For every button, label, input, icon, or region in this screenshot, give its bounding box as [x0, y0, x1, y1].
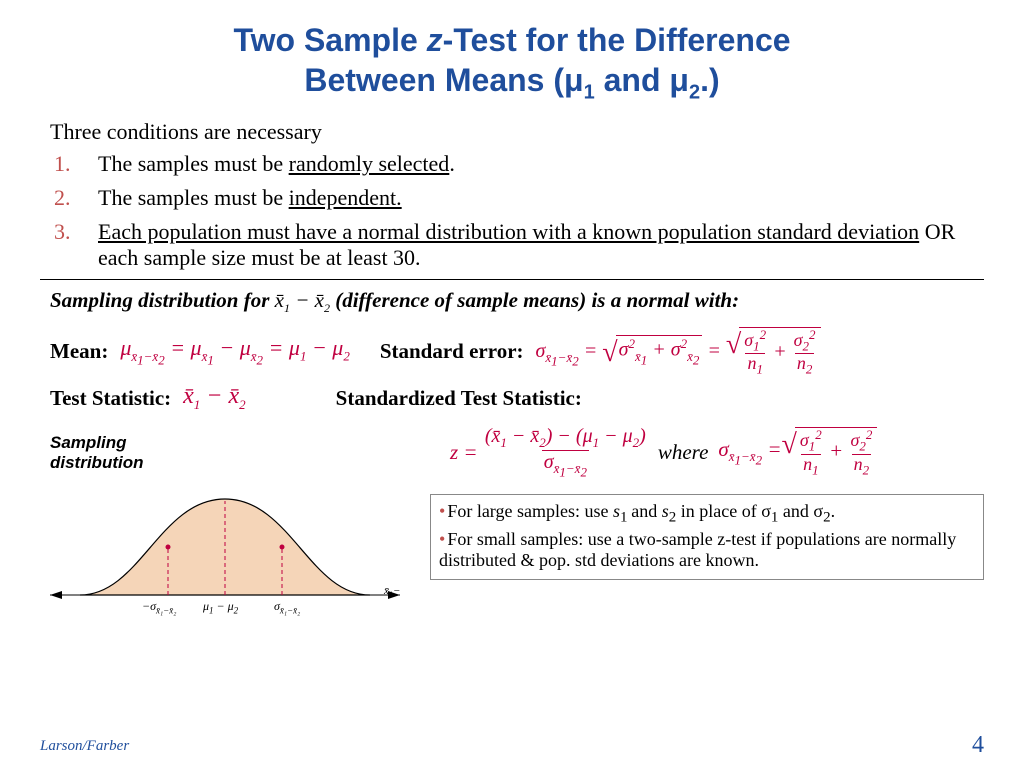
title-line2: Between Means (μ	[304, 62, 583, 98]
axis-label: −σx̄₁−x̄₂	[142, 599, 176, 615]
page-number: 4	[972, 732, 984, 759]
stdstat-label: Standardized Test Statistic:	[336, 386, 582, 411]
condition-item: 3. Each population must have a normal di…	[50, 219, 984, 271]
conditions-list: 1. The samples must be randomly selected…	[50, 151, 984, 271]
intro-text: Three conditions are necessary	[50, 119, 984, 145]
axis-label: x̄1−	[384, 585, 400, 599]
axis-label: σx̄₁−x̄₂	[274, 599, 300, 615]
note-large: •For large samples: use s1 and s2 in pla…	[439, 501, 975, 527]
sampling-dist-label: Sampling distribution	[50, 433, 430, 473]
notes-box: •For large samples: use s1 and s2 in pla…	[430, 494, 984, 580]
mean-label: Mean:	[50, 339, 108, 364]
right-column: z = (x̄1 − x̄2) − (μ1 − μ2) σx̄1−x̄2 whe…	[430, 419, 984, 625]
title-end: .)	[700, 62, 720, 98]
teststat-label: Test Statistic:	[50, 386, 171, 411]
normal-curve: −σx̄₁−x̄₂ μ1 − μ2 σx̄₁−x̄₂ x̄1−	[40, 475, 410, 625]
title-mid: and μ	[595, 62, 689, 98]
divider	[40, 279, 984, 280]
z-formula: z = (x̄1 − x̄2) − (μ1 − μ2) σx̄1−x̄2 whe…	[450, 425, 984, 480]
slide-title: Two Sample z-Test for the Difference Bet…	[40, 20, 984, 105]
mean-stderr-row: Mean: μx̄1−x̄2 = μx̄1 − μx̄2 = μ1 − μ2 S…	[50, 327, 974, 378]
title-text: Two Sample	[233, 22, 426, 58]
axis-label: μ1 − μ2	[203, 599, 238, 615]
teststat-row: Test Statistic: x̄1 − x̄2 Standardized T…	[50, 383, 974, 413]
left-column: Sampling distribution −σx̄₁−x̄₂ μ1 − μ2 …	[40, 419, 430, 625]
mean-formula: μx̄1−x̄2 = μx̄1 − μx̄2 = μ1 − μ2	[120, 335, 350, 368]
condition-number: 3.	[50, 219, 98, 271]
footer-author: Larson/Farber	[40, 738, 129, 755]
condition-text: The samples must be randomly selected.	[98, 151, 455, 177]
bottom-area: Sampling distribution −σx̄₁−x̄₂ μ1 − μ2 …	[40, 419, 984, 625]
stderr-formula: σx̄1−x̄2 = √σ2x̄1 + σ2x̄2 = √ σ12n1 + σ2…	[536, 327, 821, 378]
title-sub1: 1	[584, 81, 595, 103]
title-sub2: 2	[689, 81, 700, 103]
condition-text: The samples must be independent.	[98, 185, 402, 211]
condition-item: 1. The samples must be randomly selected…	[50, 151, 984, 177]
condition-text: Each population must have a normal distr…	[98, 219, 984, 271]
title-text2: -Test for the Difference	[443, 22, 791, 58]
sampling-heading: Sampling distribution for x̄1 − x̄2 (dif…	[50, 288, 984, 316]
where-label: where	[658, 440, 709, 465]
note-small: •For small samples: use a two-sample z-t…	[439, 529, 975, 571]
condition-number: 2.	[50, 185, 98, 211]
condition-number: 1.	[50, 151, 98, 177]
stderr-label: Standard error:	[380, 339, 524, 364]
title-z: z	[427, 22, 443, 58]
teststat-formula: x̄1 − x̄2	[183, 383, 246, 413]
condition-item: 2. The samples must be independent.	[50, 185, 984, 211]
